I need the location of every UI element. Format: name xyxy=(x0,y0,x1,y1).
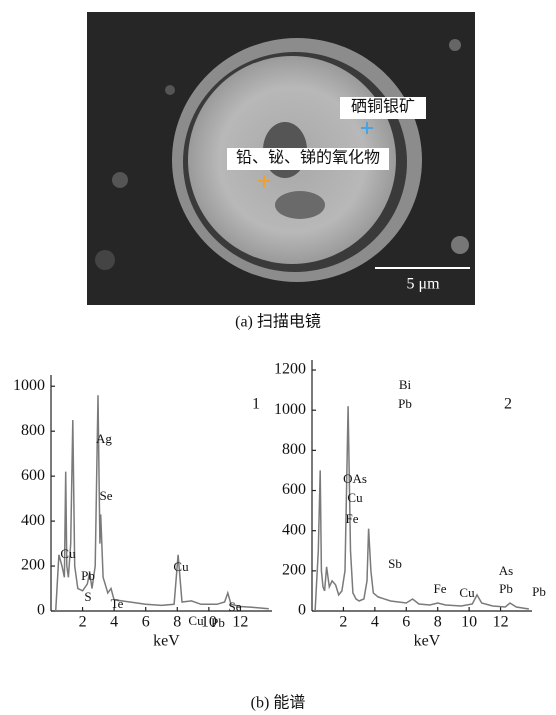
x-tick-label: 6 xyxy=(142,614,150,631)
x-tick-label: 8 xyxy=(434,614,442,631)
x-axis-label: keV xyxy=(153,633,180,650)
y-tick-label: 400 xyxy=(282,521,306,538)
y-tick-label: 400 xyxy=(21,512,45,529)
peak-label: Ag xyxy=(96,431,112,446)
image-label: 硒铜银矿 xyxy=(351,98,415,116)
spectrum-line xyxy=(315,406,529,611)
y-tick-label: 0 xyxy=(37,602,45,619)
peak-label: Pb xyxy=(211,615,225,630)
peak-label: Sb xyxy=(388,556,402,571)
peak-label: Cu xyxy=(459,585,475,600)
x-axis-label: keV xyxy=(414,633,441,650)
sem-image: 硒铜银矿 铅、铋、锑的氧化物 5 μm xyxy=(87,12,475,305)
peak-label: Cu xyxy=(173,559,189,574)
peak-label: Cu xyxy=(60,546,76,561)
peak-label: Se xyxy=(229,599,242,614)
page: {"image": {"labels": ["硒铜银矿", "铅、铋、锑的氧化物… xyxy=(0,0,556,715)
figure: 硒铜银矿 铅、铋、锑的氧化物 5 μm (a) 扫描电镜 (b) 能谱 0 200… xyxy=(0,0,556,715)
y-tick-label: 0 xyxy=(298,602,306,619)
peak-label: OAs xyxy=(343,471,367,486)
peak-label: S xyxy=(84,589,91,604)
peak-label: Pb xyxy=(532,584,546,599)
peak-label: Te xyxy=(111,596,124,611)
y-tick-label: 800 xyxy=(282,441,306,458)
y-tick-label: 1200 xyxy=(274,361,306,378)
panel-label: 1 xyxy=(252,396,260,413)
peak-label: Cu xyxy=(188,613,204,628)
peak-label: Fe xyxy=(434,581,447,596)
x-tick-label: 4 xyxy=(371,614,379,631)
peak-label: Bi xyxy=(399,377,412,392)
peak-label: Pb xyxy=(81,568,95,583)
y-tick-label: 1000 xyxy=(274,401,306,418)
x-tick-label: 10 xyxy=(461,614,477,631)
x-tick-label: 12 xyxy=(232,614,248,631)
peak-label: Pb xyxy=(499,581,513,596)
peak-label: Pb xyxy=(398,396,412,411)
x-tick-label: 8 xyxy=(173,614,181,631)
x-tick-label: 4 xyxy=(110,614,118,631)
x-tick-label: 6 xyxy=(402,614,410,631)
y-tick-label: 600 xyxy=(282,481,306,498)
y-tick-label: 600 xyxy=(21,467,45,484)
y-tick-label: 200 xyxy=(21,557,45,574)
peak-label: As xyxy=(499,563,513,578)
x-tick-label: 2 xyxy=(339,614,347,631)
scale-bar-label: 5 μm xyxy=(406,276,440,293)
y-tick-label: 1000 xyxy=(13,377,45,394)
image-label: 铅、铋、锑的氧化物 xyxy=(236,149,380,167)
peak-label: Cu xyxy=(347,490,363,505)
y-tick-label: 800 xyxy=(21,422,45,439)
x-tick-label: 12 xyxy=(493,614,509,631)
panel-label: 2 xyxy=(504,396,512,413)
peak-label: Se xyxy=(100,488,113,503)
x-tick-label: 2 xyxy=(79,614,87,631)
peak-label: Fe xyxy=(346,511,359,526)
caption: (b) 能谱 xyxy=(251,694,306,712)
caption: (a) 扫描电镜 xyxy=(235,312,321,331)
y-tick-label: 200 xyxy=(282,562,306,579)
